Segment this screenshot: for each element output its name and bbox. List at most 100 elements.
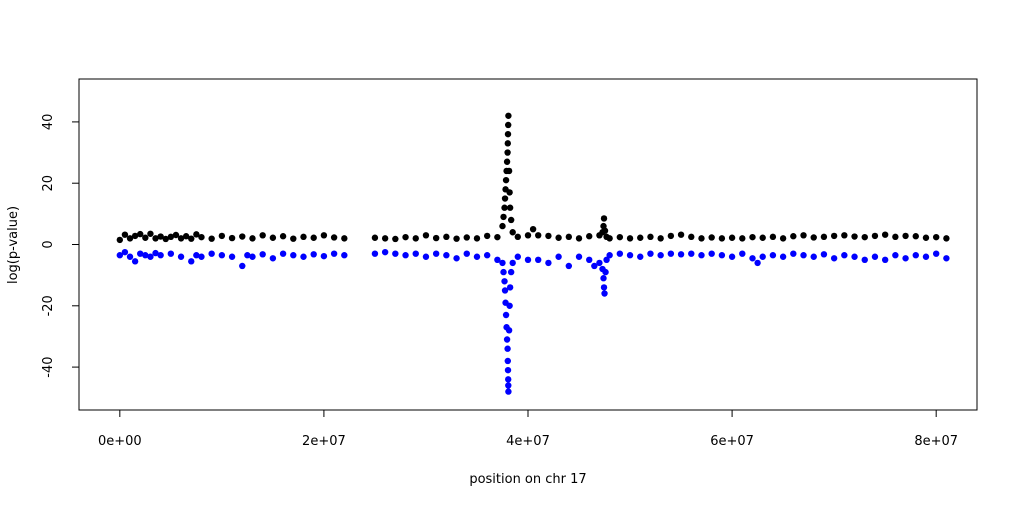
data-point [116,252,124,259]
data-point [677,251,685,258]
data-point [575,253,583,260]
data-point [147,230,154,237]
data-point [637,253,644,260]
data-point [162,235,169,243]
data-point [718,252,726,259]
data-point [698,235,705,242]
data-point [501,278,508,285]
data-point [507,216,515,224]
data-point [506,189,513,196]
data-point [412,250,419,257]
data-point [147,253,154,260]
data-point [506,302,513,309]
data-point [443,252,450,259]
data-point [602,268,609,276]
data-point [506,204,514,211]
data-point [483,232,491,240]
data-point [502,311,510,319]
data-point [759,234,766,241]
data-point [790,233,797,240]
data-point [509,259,516,267]
data-point [647,233,654,241]
data-point [177,235,185,242]
data-point [603,256,610,264]
data-point [121,248,129,256]
data-point [500,268,507,276]
data-point [208,250,215,257]
data-point [504,140,511,147]
data-point [596,259,603,267]
x-tick-label: 6e+07 [710,434,754,449]
data-point [249,235,256,242]
data-point [769,252,777,259]
data-point [749,233,756,241]
data-point [912,252,919,259]
data-point [463,234,470,241]
data-point [504,345,511,352]
data-point [504,366,512,374]
data-point [688,250,695,257]
data-point [600,215,608,222]
data-point [188,235,195,242]
data-point [443,233,450,241]
y-tick-label: 20 [41,175,56,192]
data-point [504,130,512,138]
data-points [116,112,950,395]
data-point [198,253,205,260]
data-point [708,234,715,241]
data-point [244,252,251,259]
data-point [565,262,573,270]
data-point [524,256,532,264]
data-point [728,234,736,241]
data-point [841,252,848,259]
data-point [310,234,317,241]
data-point [616,233,624,241]
data-point [881,256,889,264]
data-point [505,382,512,389]
data-point [381,235,389,242]
data-point [759,253,766,260]
data-point [463,250,470,257]
data-point [152,235,159,242]
y-tick-label: -40 [41,356,56,377]
data-point [167,233,175,241]
data-point [754,259,761,267]
data-point [657,252,664,259]
data-point [892,233,899,241]
data-point [453,255,460,262]
data-point [126,235,134,242]
data-point [830,255,838,262]
data-point [499,222,506,230]
data-point [502,176,510,184]
data-point [381,248,389,256]
data-point [820,251,828,258]
data-point [131,232,139,240]
data-point [167,250,175,257]
data-point [698,252,705,259]
data-point [320,252,328,260]
data-point [330,234,338,241]
data-point [606,235,613,242]
data-point [514,233,521,241]
data-point [412,235,419,242]
data-point [505,112,512,119]
data-point [341,235,348,242]
data-point [739,250,746,257]
x-tick-label: 2e+07 [302,434,346,449]
data-point [193,231,200,238]
data-point [647,250,654,257]
data-point [507,268,515,276]
data-point [800,232,807,239]
data-point [177,253,185,260]
data-point [157,252,164,259]
x-tick-label: 8e+07 [914,434,958,449]
data-point [142,234,149,241]
data-point [505,376,512,383]
data-point [279,250,287,257]
data-point [310,251,317,258]
data-point [902,232,909,240]
data-point [483,252,491,259]
data-point [473,253,481,260]
data-point [892,252,899,259]
data-point [228,234,236,242]
